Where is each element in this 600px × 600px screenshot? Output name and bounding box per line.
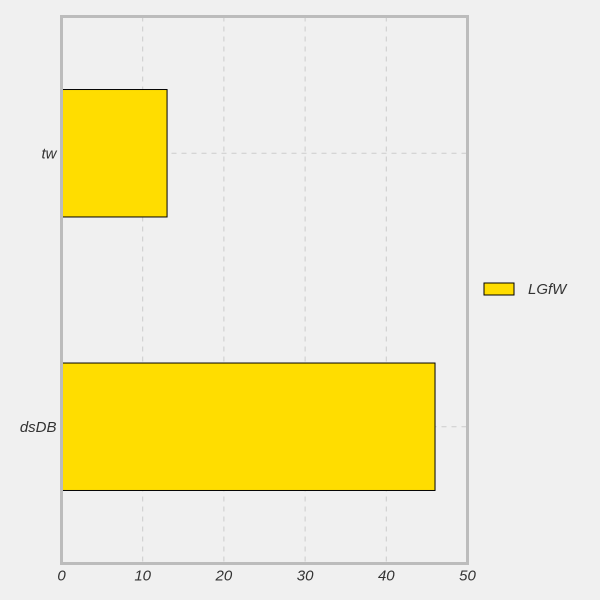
x-tick-label: 0 xyxy=(57,568,66,585)
x-axis-tick-labels: 0 10 20 30 40 50 xyxy=(57,568,476,585)
x-tick-label: 50 xyxy=(459,568,476,585)
y-tick-label: dsDB xyxy=(20,419,57,436)
legend-label: LGfW xyxy=(528,281,568,298)
bar-dsDB xyxy=(61,362,436,491)
x-tick-label: 40 xyxy=(378,568,395,585)
x-tick-label: 20 xyxy=(215,568,233,585)
y-axis-tick-labels: tw dsDB xyxy=(20,145,58,436)
legend-swatch xyxy=(483,282,515,296)
x-tick-label: 30 xyxy=(297,568,314,585)
y-tick-label: tw xyxy=(42,145,58,162)
axes-frame xyxy=(60,15,469,565)
legend: LGfW xyxy=(483,281,568,298)
x-tick-label: 10 xyxy=(134,568,151,585)
bar-tw xyxy=(61,89,168,218)
